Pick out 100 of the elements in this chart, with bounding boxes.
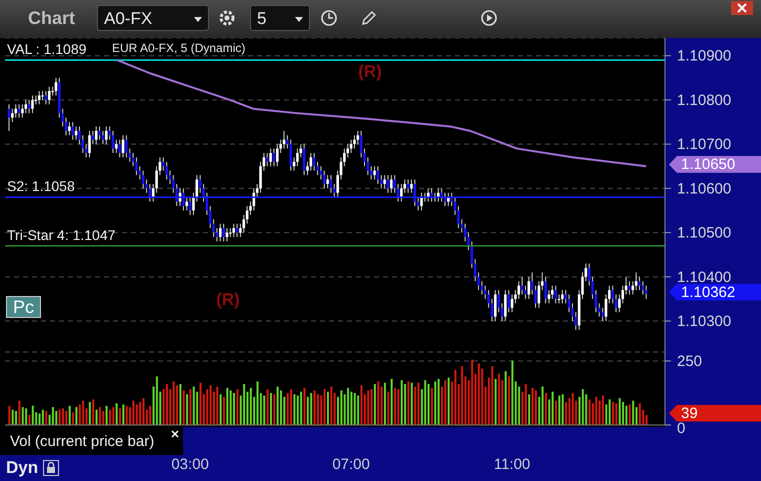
y-tick-label: 1.10900 [677,48,732,65]
candlestick [494,290,497,322]
y-tick-label: 1.10400 [677,268,732,286]
candlestick [118,139,121,158]
text: Vol (current price bar) [10,433,154,450]
candlestick [420,192,423,211]
candlestick [44,90,48,105]
candlestick [74,126,78,140]
candlestick [185,196,188,211]
candlestick [322,170,326,189]
candlestick [383,174,386,189]
interval-field: 5 [250,5,310,31]
candlestick [219,223,222,242]
candlestick [520,276,524,296]
text: 39 [681,404,698,422]
candlestick [601,307,604,322]
candlestick [642,280,644,296]
candlestick [548,290,550,304]
candlestick [41,90,44,100]
candlestick [638,276,641,291]
text: 1.10362 [681,283,736,300]
candlestick [24,99,28,114]
candlestick [236,223,238,238]
y-tick-label: 1.10700 [677,136,732,154]
candlestick [165,161,168,180]
annotation: (R) [216,290,240,310]
candlestick [320,166,322,180]
candlestick [561,290,564,304]
candlestick [98,126,101,140]
candlestick [188,196,192,216]
candlestick [222,223,225,242]
x-tick-label: 07:00 [332,456,370,473]
y-tick-label: 0 [677,420,686,437]
candlestick [386,174,390,194]
candlestick [390,174,393,194]
candlestick [239,223,242,238]
candlestick [289,139,292,172]
candlestick [48,86,51,105]
candlestick [373,166,376,180]
candlestick [507,290,510,313]
candlestick [226,228,228,242]
candlestick [628,280,631,296]
line-series [116,59,648,168]
candlestick [8,104,10,132]
candlestick [38,90,40,105]
y-tick-label: 1.10500 [677,224,732,242]
ref-line-label: VAL : 1.1089 [7,41,87,58]
candlestick [624,276,628,296]
candlestick [544,276,547,304]
candlestick [276,144,279,167]
text: Dyn [6,458,38,478]
candlestick [551,285,554,300]
candlestick [88,130,91,158]
candlestick [71,122,74,140]
candlestick [122,134,124,158]
candlestick [112,130,114,154]
candlestick [31,94,34,114]
candlestick [350,139,352,154]
candlestick [104,126,108,145]
candlestick [504,290,507,322]
candlestick [528,276,530,300]
x-tick-label: 11:00 [494,456,530,473]
candlestick [11,108,14,123]
candlestick [554,285,557,304]
symbol-field: A0-FX [97,5,209,31]
candlestick [310,152,312,172]
candlestick [78,126,81,145]
candlestick [406,179,410,194]
candlestick [272,148,276,167]
candlestick [142,170,144,189]
candlestick [269,148,272,167]
candlestick [115,139,118,154]
candlestick [135,156,138,176]
y-tick-label: 1.10300 [677,313,732,330]
candlestick [517,280,520,300]
annotation: (R) [358,62,382,82]
candlestick [330,174,332,194]
ref-line-label: Tri-Star 4: 1.1047 [7,226,116,243]
candlestick [410,179,413,194]
candlestick [644,285,648,300]
candlestick [282,130,286,150]
y-tick-label: 1.10800 [677,92,732,109]
candlestick [376,166,380,184]
candlestick [229,228,232,238]
annotation: Pc [6,296,42,318]
text: 1.10650 [681,156,736,174]
chart-subtitle: EUR A0-FX, 5 (Dynamic) [112,41,246,55]
candlestick [510,294,514,313]
y-tick-label: 1.10600 [677,180,732,198]
candlestick [266,152,269,167]
candlestick [326,174,329,189]
x-tick-label: 03:00 [171,456,209,473]
candlestick [54,77,58,96]
chart-title: Chart [28,8,76,29]
candlestick [232,223,236,238]
candlestick [125,134,128,158]
candlestick [28,99,30,114]
candlestick [34,94,38,105]
candlestick [312,152,316,172]
candlestick [302,144,306,176]
